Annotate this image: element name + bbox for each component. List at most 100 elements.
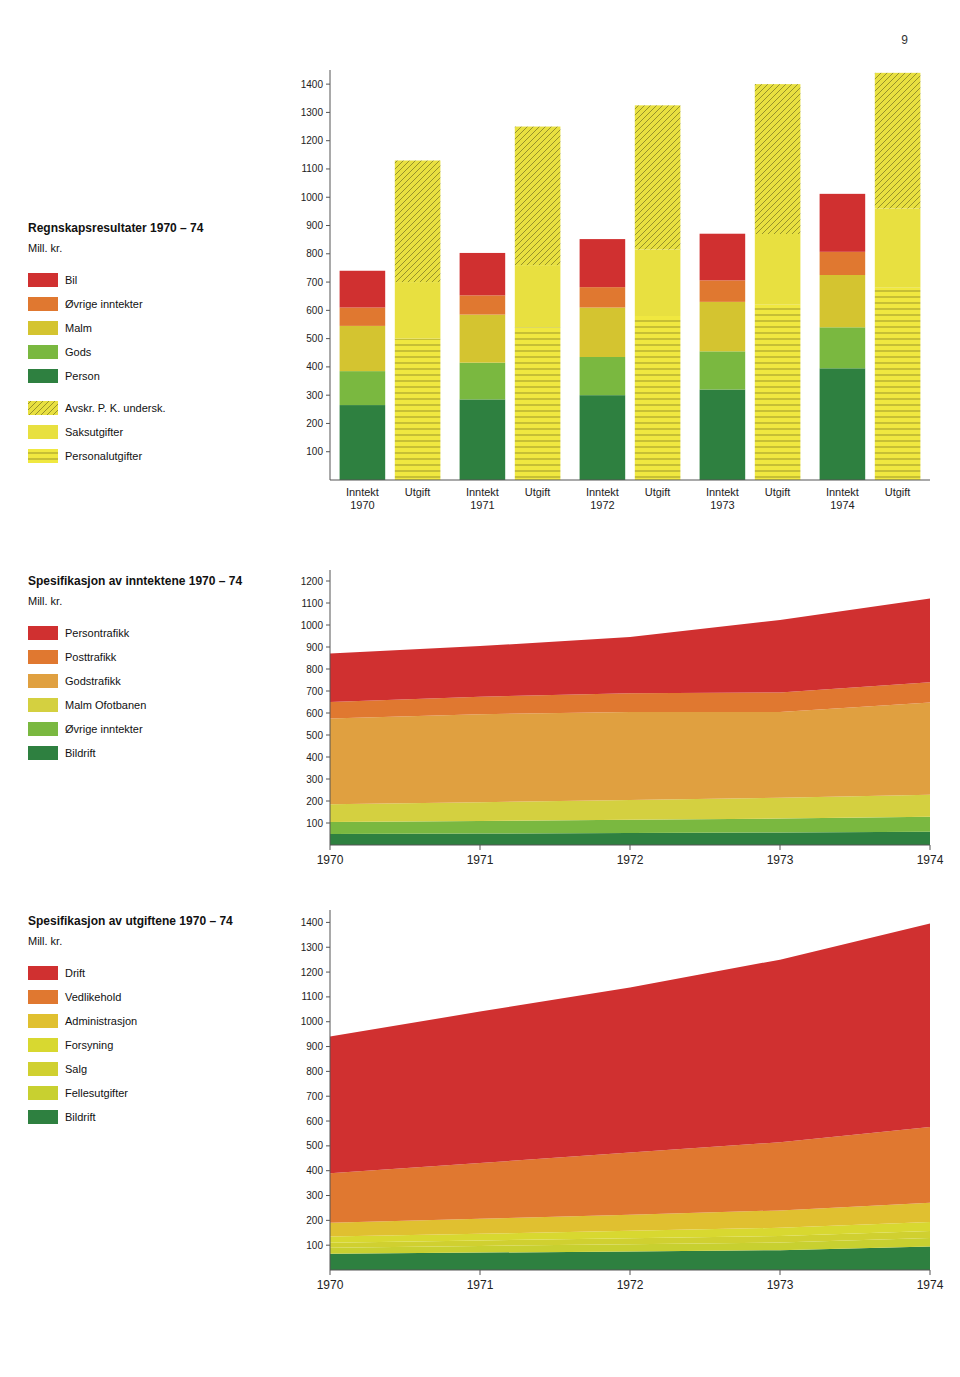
chart-2: 1970197119721973197410020030040050060070… [28,910,944,1292]
bar [820,275,866,327]
text-line: Inntekt [706,486,739,498]
y-tick-label: 600 [306,708,323,719]
x-tick [780,1270,781,1275]
y-tick-label: 1400 [301,917,324,928]
bar [580,308,626,357]
y-tick [326,168,330,169]
legend-swatch [28,1014,58,1028]
y-tick [326,823,330,824]
bar [340,326,386,371]
legend-label: Forsyning [65,1039,113,1051]
legend-label: Fellesutgifter [65,1087,128,1099]
chart-0: Inntekt1970UtgiftInntekt1971UtgiftInntek… [28,70,930,511]
legend-swatch [28,626,58,640]
legend-swatch [28,1086,58,1100]
legend-swatch [28,401,58,415]
bar [340,308,386,326]
category-label: Utgift [525,486,551,498]
y-tick-label: 100 [306,818,323,829]
y-tick [326,197,330,198]
legend-label: Malm Ofotbanen [65,699,146,711]
category-label: Inntekt1970 [346,486,379,511]
legend-swatch [28,321,58,335]
y-tick-label: 1300 [301,107,324,118]
category-label: Inntekt1971 [466,486,499,511]
y-tick [326,338,330,339]
bar [340,405,386,480]
y-tick-label: 1300 [301,942,324,953]
page-number: 9 [901,33,908,47]
y-tick [326,1170,330,1171]
x-tick-label: 1973 [767,853,794,867]
chart-title: Spesifikasjon av utgiftene 1970 – 74 [28,914,233,928]
category-label: Inntekt1974 [826,486,859,511]
legend-label: Øvrige inntekter [65,298,143,310]
y-axis [330,570,331,845]
y-tick [326,779,330,780]
y-tick-label: 1000 [301,1016,324,1027]
y-tick [326,996,330,997]
y-tick [326,947,330,948]
category-label: Utgift [405,486,431,498]
y-tick-label: 800 [306,1066,323,1077]
y-tick [326,423,330,424]
x-tick [480,1270,481,1275]
y-tick-label: 700 [306,686,323,697]
y-tick [326,581,330,582]
y-tick [326,1245,330,1246]
legend-swatch [28,1038,58,1052]
y-tick-label: 100 [306,446,323,457]
legend-label: Gods [65,346,92,358]
y-tick [326,366,330,367]
bar [700,302,746,351]
legend-label: Øvrige inntekter [65,723,143,735]
bar [700,280,746,301]
y-tick-label: 1100 [301,598,323,609]
y-tick [326,647,330,648]
bar [515,327,561,480]
text-line: Inntekt [586,486,619,498]
bar [340,271,386,308]
y-tick [326,225,330,226]
legend-swatch [28,1062,58,1076]
bar [635,105,681,249]
y-tick [326,140,330,141]
bar [340,371,386,405]
bar [580,357,626,395]
y-tick [326,801,330,802]
text-line: Inntekt [466,486,499,498]
y-axis [330,910,331,1270]
y-tick [326,669,330,670]
legend-label: Godstrafikk [65,675,121,687]
area [330,599,930,702]
y-tick-label: 400 [306,1165,323,1176]
legend-label: Bil [65,274,77,286]
y-tick [326,1096,330,1097]
x-tick [930,1270,931,1275]
x-tick [630,1270,631,1275]
y-tick-label: 600 [306,305,323,316]
bar [820,252,866,275]
y-tick-label: 300 [306,390,323,401]
y-tick-label: 500 [306,333,323,344]
y-tick-label: 500 [306,1140,323,1151]
area [330,702,930,804]
x-tick-label: 1974 [917,853,944,867]
x-tick [780,845,781,850]
y-tick [326,451,330,452]
y-tick-label: 900 [306,642,323,653]
marks [340,73,921,480]
y-tick-label: 200 [306,796,323,807]
legend-label: Malm [65,322,92,334]
y-tick [326,282,330,283]
y-tick [326,84,330,85]
y-tick-label: 800 [306,248,323,259]
y-tick-label: 100 [306,1240,323,1251]
chart-subtitle: Mill. kr. [28,935,62,947]
text-line: 1971 [470,499,494,511]
y-tick-label: 1100 [301,163,323,174]
y-tick-label: 400 [306,752,323,763]
text-line: 1970 [350,499,374,511]
bar [820,368,866,480]
legend-swatch [28,449,58,463]
